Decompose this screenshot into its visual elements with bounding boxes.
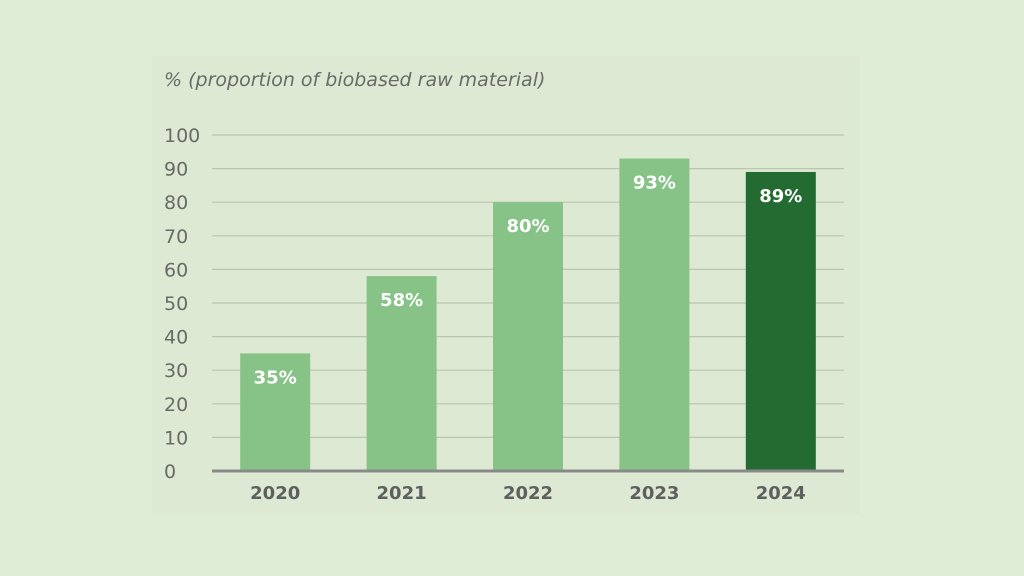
bars [240,158,816,471]
bar-2021 [366,276,437,471]
chart-panel: % (proportion of biobased raw material) … [152,56,860,514]
x-tick-label-2021: 2021 [377,483,427,504]
bar-2023 [619,158,690,471]
bar-chart: % (proportion of biobased raw material) … [164,69,844,504]
y-axis-title: % (proportion of biobased raw material) [164,69,545,91]
y-tick-label: 60 [164,259,188,281]
bar-value-label-2022: 80% [506,216,549,237]
y-tick-label: 40 [164,327,188,349]
bar-value-label-2021: 58% [380,290,423,311]
bar-value-labels: 35% 58% 80% 93% 89% [254,173,803,389]
y-tick-label: 80 [164,192,188,214]
bar-value-label-2023: 93% [633,173,676,194]
x-tick-label-2024: 2024 [756,483,806,504]
y-tick-label: 90 [164,159,188,181]
bar-value-label-2020: 35% [254,367,297,388]
bar-2024 [745,171,816,471]
x-tick-label-2020: 2020 [250,483,300,504]
x-tick-label-2023: 2023 [629,483,679,504]
bar-2022 [493,202,563,471]
y-tick-label: 70 [164,226,188,248]
y-tick-label: 10 [164,427,188,449]
x-axis-ticks: 2020 2021 2022 2023 2024 [250,483,806,504]
y-tick-label: 30 [164,360,188,382]
y-tick-label: 100 [164,125,200,147]
bar-value-label-2024: 89% [759,186,802,207]
bar-2020 [240,353,311,471]
y-tick-label: 20 [164,394,188,416]
y-axis-ticks: 0 10 20 30 40 50 60 70 80 90 100 [164,125,200,483]
y-tick-label: 50 [164,293,188,315]
y-tick-label: 0 [164,461,176,483]
x-tick-label-2022: 2022 [503,483,553,504]
